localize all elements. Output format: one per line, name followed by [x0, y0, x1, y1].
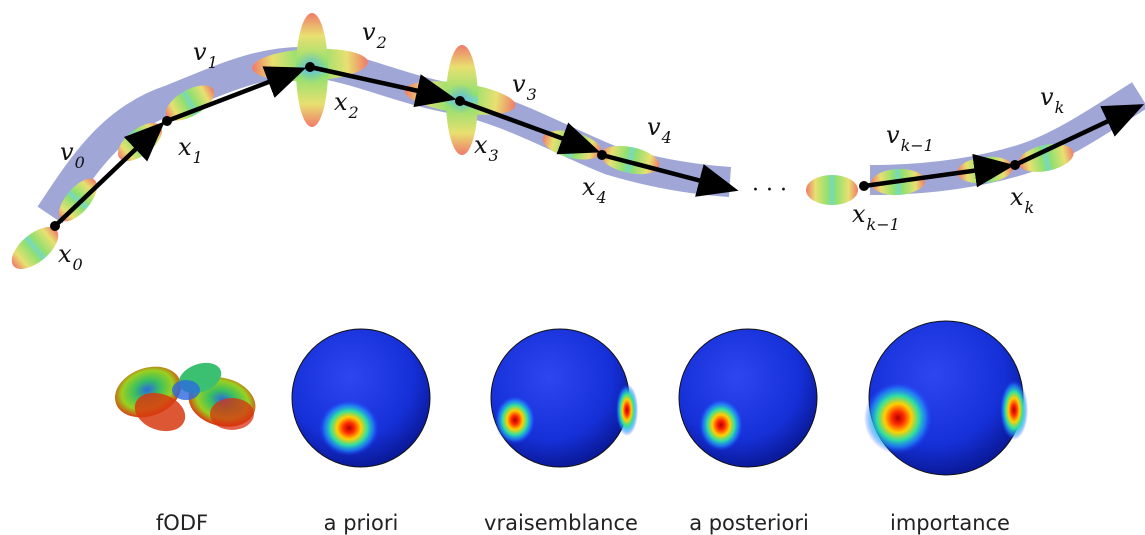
- point-x3: [455, 96, 465, 106]
- point-x0: [50, 221, 60, 231]
- fodf-glyph: [115, 362, 256, 432]
- caption-fodf: fODF: [156, 511, 208, 535]
- sphere-posterior: [678, 328, 818, 468]
- caption-prior: a priori: [324, 511, 399, 535]
- label-vkm1: vk−1: [886, 121, 934, 155]
- point-xk: [1010, 160, 1020, 170]
- label-x4: x4: [582, 173, 607, 207]
- label-x3: x3: [474, 131, 499, 165]
- caption-posterior: a posteriori: [689, 511, 809, 535]
- label-x2: x2: [334, 88, 359, 122]
- label-v0: v0: [60, 138, 85, 172]
- caption-importance: importance: [890, 511, 1010, 535]
- sphere-likelihood: [490, 328, 638, 468]
- arrow-v1: [166, 66, 307, 124]
- sample-points: [50, 62, 1020, 231]
- trajectory-panel: · · · x0 x1 x2 x3 x4 xk−1 xk v0 v1 v2 v3…: [11, 13, 1145, 274]
- distribution-panel: fODF a priori vraisemblance a posteriori…: [115, 320, 1028, 535]
- label-x1: x1: [178, 133, 203, 167]
- arrow-vk: [1014, 104, 1145, 168]
- direction-labels: v0 v1 v2 v3 v4 vk−1 vk: [60, 18, 1064, 172]
- arrow-v3: [459, 98, 601, 155]
- arrow-v4: [601, 152, 739, 197]
- label-xk: xk: [1010, 183, 1034, 217]
- label-x0: x0: [58, 240, 83, 274]
- point-x2: [305, 62, 315, 72]
- sphere-importance: [864, 320, 1028, 476]
- point-labels: x0 x1 x2 x3 x4 xk−1 xk: [58, 88, 1034, 274]
- label-v4: v4: [647, 113, 672, 147]
- caption-likelihood: vraisemblance: [484, 511, 638, 535]
- arrow-vkm1: [863, 153, 1015, 189]
- arrow-v0: [53, 121, 165, 228]
- point-x4: [597, 150, 607, 160]
- label-v3: v3: [512, 70, 537, 104]
- label-v1: v1: [193, 38, 218, 72]
- arrow-v2: [309, 64, 457, 108]
- point-xkm1: [859, 181, 869, 191]
- ellipsis: · · ·: [752, 178, 787, 203]
- captions: fODF a priori vraisemblance a posteriori…: [156, 511, 1010, 535]
- step-arrows: [53, 64, 1145, 228]
- point-x1: [162, 116, 172, 126]
- sphere-prior: [291, 328, 431, 468]
- label-vk: vk: [1040, 83, 1064, 117]
- label-xkm1: xk−1: [852, 200, 900, 234]
- label-v2: v2: [362, 18, 387, 52]
